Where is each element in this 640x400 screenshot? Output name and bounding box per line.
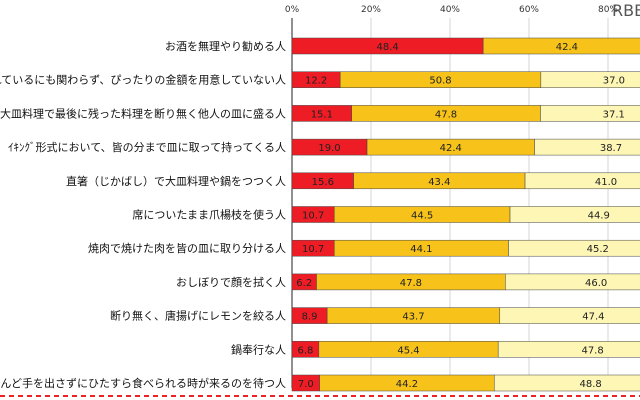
data-label: 44.1 (410, 244, 432, 255)
category-label: ｲｷﾝｸﾞ形式において、皆の分まで皿に取って持ってくる人 (8, 140, 286, 154)
bar-segment (499, 307, 640, 324)
data-label: 42.4 (440, 143, 462, 154)
data-label: 6.8 (297, 345, 313, 356)
data-label: 6.2 (296, 278, 312, 289)
data-label: 48.4 (376, 42, 398, 53)
data-label: 42.4 (556, 42, 578, 53)
bar-segment (497, 341, 640, 358)
bar-segment (534, 138, 640, 156)
data-label: 15.1 (311, 109, 333, 120)
bar-segment (505, 273, 640, 291)
data-label: 37.0 (603, 76, 625, 87)
data-label: 47.8 (400, 278, 422, 289)
bar-segment (540, 105, 640, 122)
category-label: 断り無く、唐揚げにレモンを絞る人 (110, 309, 286, 323)
data-label: 46.0 (585, 278, 607, 289)
data-label: 38.7 (600, 143, 622, 154)
bar-segment (540, 71, 640, 88)
category-label: 席についたまま爪楊枝を使う人 (132, 208, 286, 222)
category-label: 焼肉で焼けた肉を皆の皿に取り分ける人 (88, 242, 286, 255)
data-label: 8.9 (302, 312, 318, 323)
data-label: 45.4 (397, 345, 419, 356)
x-tick-label: 80% (598, 5, 618, 15)
x-tick-label: 40% (440, 5, 460, 15)
data-label: 37.1 (603, 109, 625, 120)
data-label: 43.7 (402, 312, 424, 323)
category-label: 人※鍋奉行とは逆に、ほとんど手を出さずにひたすら食べられる時が来るのを待つ人 (0, 376, 286, 390)
data-label: 43.4 (428, 177, 450, 188)
x-tick-label: 0% (285, 5, 300, 15)
bar-segment (493, 374, 640, 392)
category-label: お酒を無理やり勧める人 (165, 39, 286, 53)
data-label: 15.6 (312, 177, 334, 188)
data-label: 44.5 (411, 211, 433, 222)
category-label: れているにも関わらず、ぴったりの金額を用意していない人 (0, 73, 286, 87)
category-label: 直箸（じかばし）で大皿料理や鍋をつつく人 (66, 174, 286, 188)
data-label: 19.0 (318, 143, 340, 154)
data-label: 45.2 (587, 244, 609, 255)
category-label: 大皿料理で最後に残った料理を断り無く他人の皿に盛る人 (0, 106, 286, 120)
data-label: 48.8 (579, 379, 601, 390)
x-tick-label: 20% (361, 5, 381, 15)
data-label: 47.8 (581, 345, 603, 356)
data-label: 7.0 (298, 379, 314, 390)
x-tick-label: 60% (519, 5, 539, 15)
bar-segment (482, 37, 640, 55)
data-label: 47.8 (435, 109, 457, 120)
data-label: 44.2 (396, 379, 418, 390)
watermark-logo: RBB (612, 1, 640, 20)
bar-segment (524, 172, 640, 190)
data-label: 10.7 (302, 211, 324, 222)
data-label: 10.7 (302, 244, 324, 255)
data-label: 50.8 (429, 76, 451, 87)
data-label: 44.9 (588, 211, 610, 222)
bar-segment (509, 206, 640, 223)
data-label: 47.4 (582, 312, 604, 323)
category-label: おしぼりで顔を拭く人 (176, 275, 286, 289)
category-label: 鍋奉行な人 (231, 342, 286, 356)
bar-segment (508, 239, 640, 257)
data-label: 12.2 (305, 76, 327, 87)
data-label: 41.0 (595, 177, 617, 188)
